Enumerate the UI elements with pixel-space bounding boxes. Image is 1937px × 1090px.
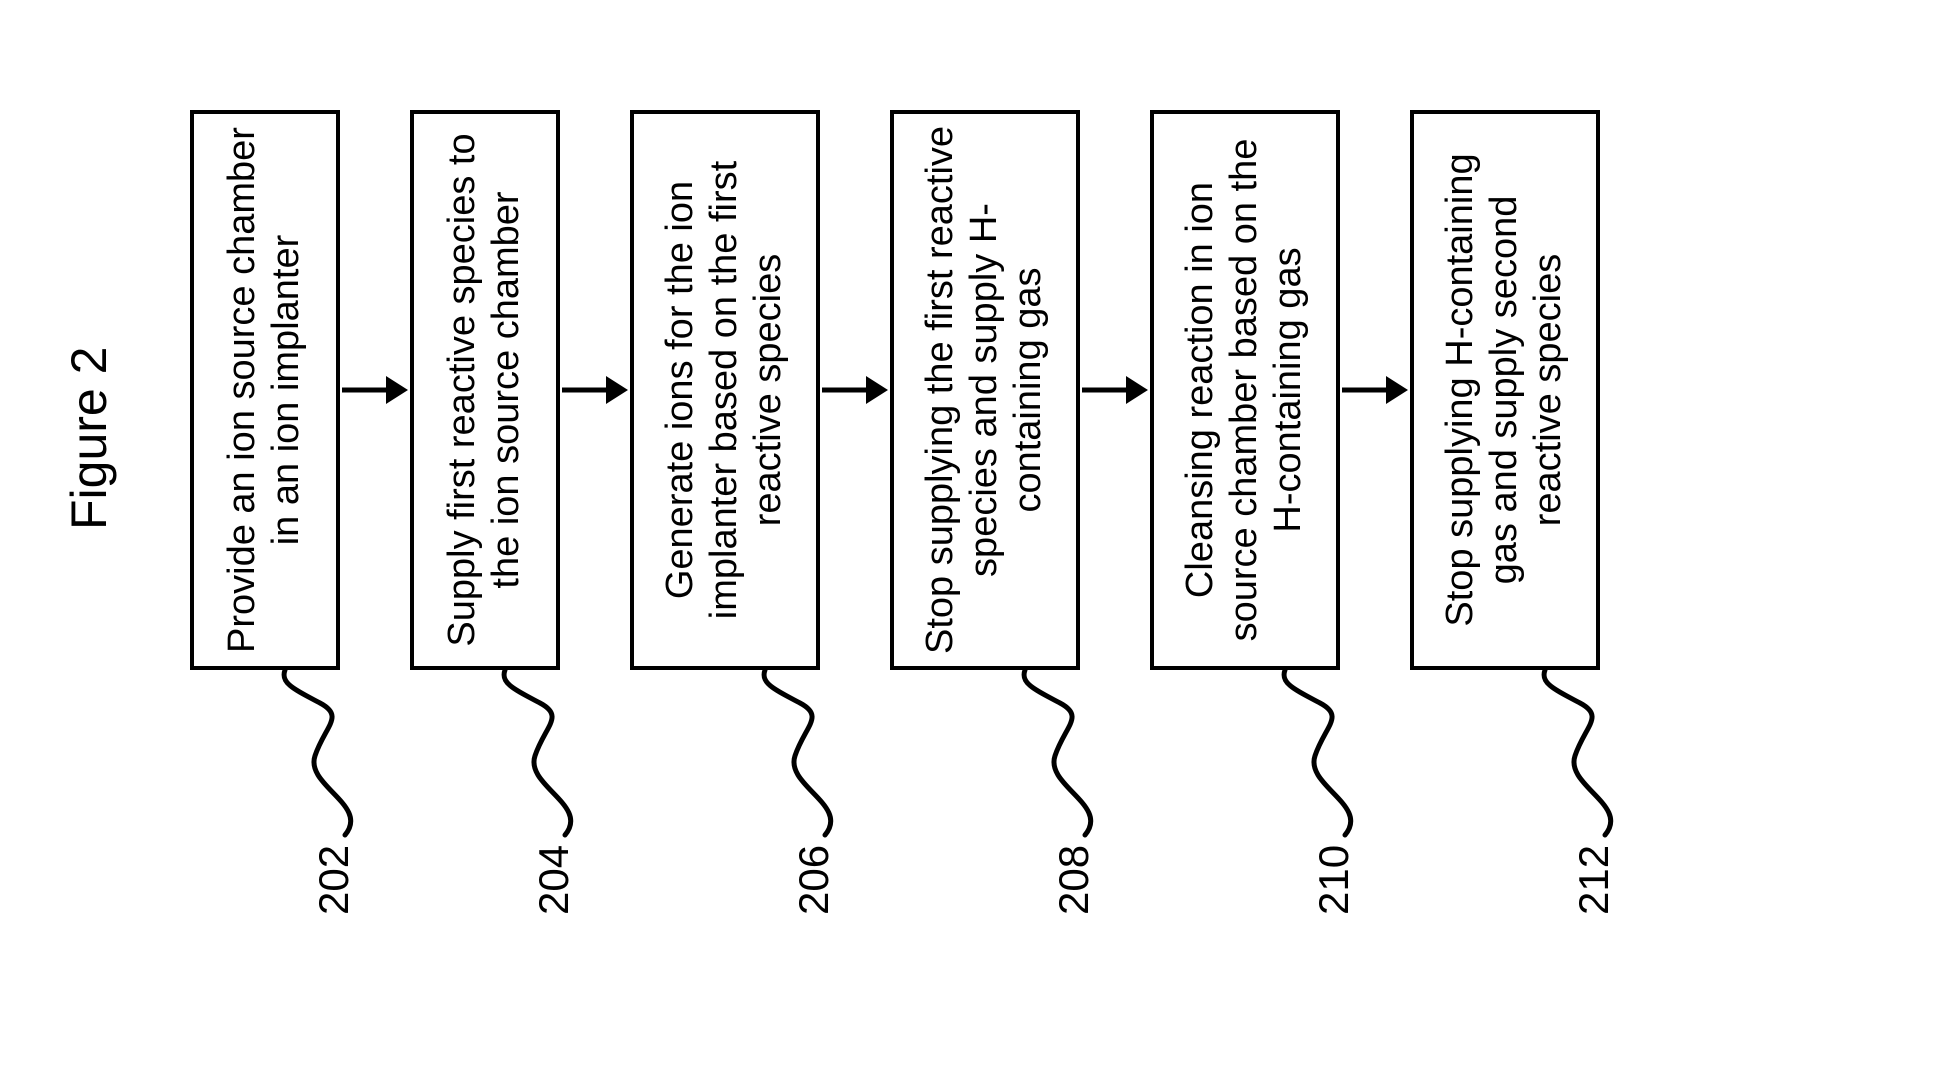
step-text: Supply first reactive species to the ion… <box>441 124 528 656</box>
step-box: Stop supplying the first reactive specie… <box>890 110 1080 670</box>
flow-arrow <box>342 370 408 410</box>
flow-arrow <box>562 370 628 410</box>
ref-connector <box>1535 670 1645 835</box>
flow-arrow <box>1082 370 1148 410</box>
step-ref: 208 <box>1050 845 1098 915</box>
step-text: Generate ions for the ion implanter base… <box>659 124 790 656</box>
flow-arrow <box>822 370 888 410</box>
step-ref: 206 <box>790 845 838 915</box>
stage: Figure 2 Provide an ion source chamber in… <box>0 0 1937 1090</box>
step-box: Stop supplying H-containing gas and supp… <box>1410 110 1600 670</box>
ref-connector <box>1275 670 1385 835</box>
step-text: Stop supplying H-containing gas and supp… <box>1439 124 1570 656</box>
flowchart: Figure 2 Provide an ion source chamber in… <box>0 0 1937 1090</box>
step-ref: 204 <box>530 845 578 915</box>
step-text: Provide an ion source chamber in an ion … <box>221 124 308 656</box>
flow-arrow <box>1342 370 1408 410</box>
step-ref: 212 <box>1570 845 1618 915</box>
step-ref: 210 <box>1310 845 1358 915</box>
step-box: Supply first reactive species to the ion… <box>410 110 560 670</box>
ref-connector <box>1015 670 1125 835</box>
ref-connector <box>755 670 865 835</box>
step-box: Generate ions for the ion implanter base… <box>630 110 820 670</box>
step-ref: 202 <box>310 845 358 915</box>
step-text: Cleansing reaction in ion source chamber… <box>1179 124 1310 656</box>
figure-title: Figure 2 <box>60 347 118 530</box>
ref-connector <box>495 670 605 835</box>
step-box: Cleansing reaction in ion source chamber… <box>1150 110 1340 670</box>
ref-connector <box>275 670 385 835</box>
step-box: Provide an ion source chamber in an ion … <box>190 110 340 670</box>
step-text: Stop supplying the first reactive specie… <box>919 124 1050 656</box>
